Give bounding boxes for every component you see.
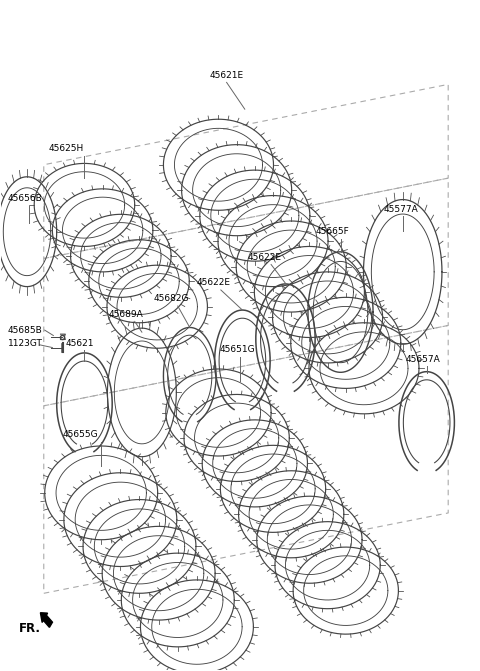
Text: 45685B: 45685B (8, 325, 43, 335)
Text: 1123GT: 1123GT (8, 339, 43, 348)
Text: 45689A: 45689A (108, 310, 143, 319)
Text: 45651G: 45651G (220, 346, 255, 354)
Text: 45621E: 45621E (210, 70, 244, 80)
Text: 45665F: 45665F (316, 227, 349, 236)
Text: 45622E: 45622E (247, 253, 281, 262)
Text: 45657A: 45657A (405, 355, 440, 364)
Text: 45577A: 45577A (384, 205, 419, 213)
FancyArrow shape (40, 613, 52, 627)
Text: 45682G: 45682G (154, 295, 189, 303)
Text: FR.: FR. (19, 622, 41, 635)
Text: 45656B: 45656B (8, 194, 43, 203)
Text: 45622E: 45622E (197, 278, 231, 287)
Text: 45655G: 45655G (63, 430, 98, 440)
Text: 45625H: 45625H (48, 144, 84, 154)
Text: 45621: 45621 (65, 339, 94, 348)
